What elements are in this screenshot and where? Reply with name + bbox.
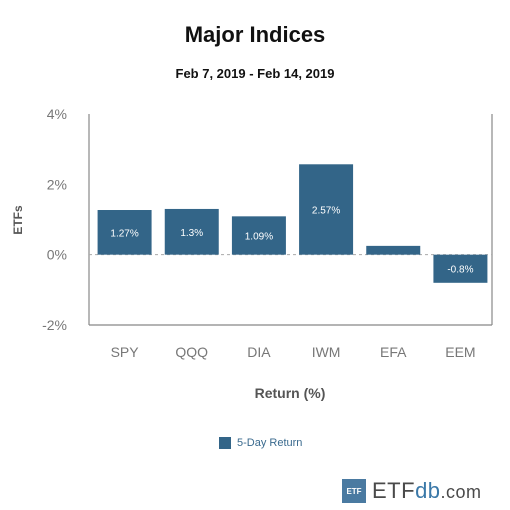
y-tick-label: 0% <box>47 247 67 263</box>
bar-dia[interactable] <box>231 216 286 255</box>
bar-iwm[interactable] <box>299 164 354 255</box>
x-axis-label: Return (%) <box>255 385 326 401</box>
x-tick-label: EFA <box>380 344 407 360</box>
x-tick-label: EEM <box>445 344 475 360</box>
logo-wordmark: ETFdb.com <box>372 478 482 504</box>
bar-qqq[interactable] <box>164 208 219 255</box>
chart-title: Major Indices <box>184 22 326 47</box>
x-tick-label: SPY <box>111 344 140 360</box>
axis-frame <box>88 114 493 326</box>
x-tick-label: QQQ <box>175 344 208 360</box>
bar-spy[interactable] <box>97 210 152 255</box>
logo-db: db <box>415 478 441 503</box>
y-tick-label: 2% <box>47 176 67 192</box>
bar-efa[interactable] <box>366 245 421 255</box>
data-label: 1.3% <box>180 228 203 239</box>
data-label: 2.57% <box>312 205 340 216</box>
bars: 1.27% 1.3% 1.09% 2.57% -0.8% <box>97 164 488 283</box>
chart-subtitle: Feb 7, 2019 - Feb 14, 2019 <box>175 66 335 81</box>
y-ticks: -2% 0% 2% 4% <box>42 106 67 333</box>
plot-area: -2% 0% 2% 4% 1.27% 1.3% 1.09% 2.57% -0.8% SPY QQ… <box>11 106 493 401</box>
x-ticks: SPY QQQ DIA IWM EFA EEM <box>111 344 476 360</box>
data-label: -0.8% <box>447 265 473 276</box>
logo-badge: ETF <box>342 479 366 503</box>
logo-com: .com <box>440 482 482 502</box>
legend[interactable]: 5-Day Return <box>219 437 302 449</box>
bar-eem[interactable] <box>433 254 488 283</box>
y-tick-label: 4% <box>47 106 67 122</box>
x-tick-label: DIA <box>247 344 271 360</box>
legend-label: 5-Day Return <box>237 437 303 449</box>
etfdb-logo: ETF ETFdb.com <box>342 478 482 504</box>
logo-etf: ETF <box>372 478 416 503</box>
data-label: 1.09% <box>245 232 273 243</box>
y-tick-label: -2% <box>42 317 67 333</box>
y-axis-label: ETFs <box>11 205 25 235</box>
legend-swatch <box>219 437 231 449</box>
data-label: 1.27% <box>110 228 138 239</box>
x-tick-label: IWM <box>312 344 341 360</box>
